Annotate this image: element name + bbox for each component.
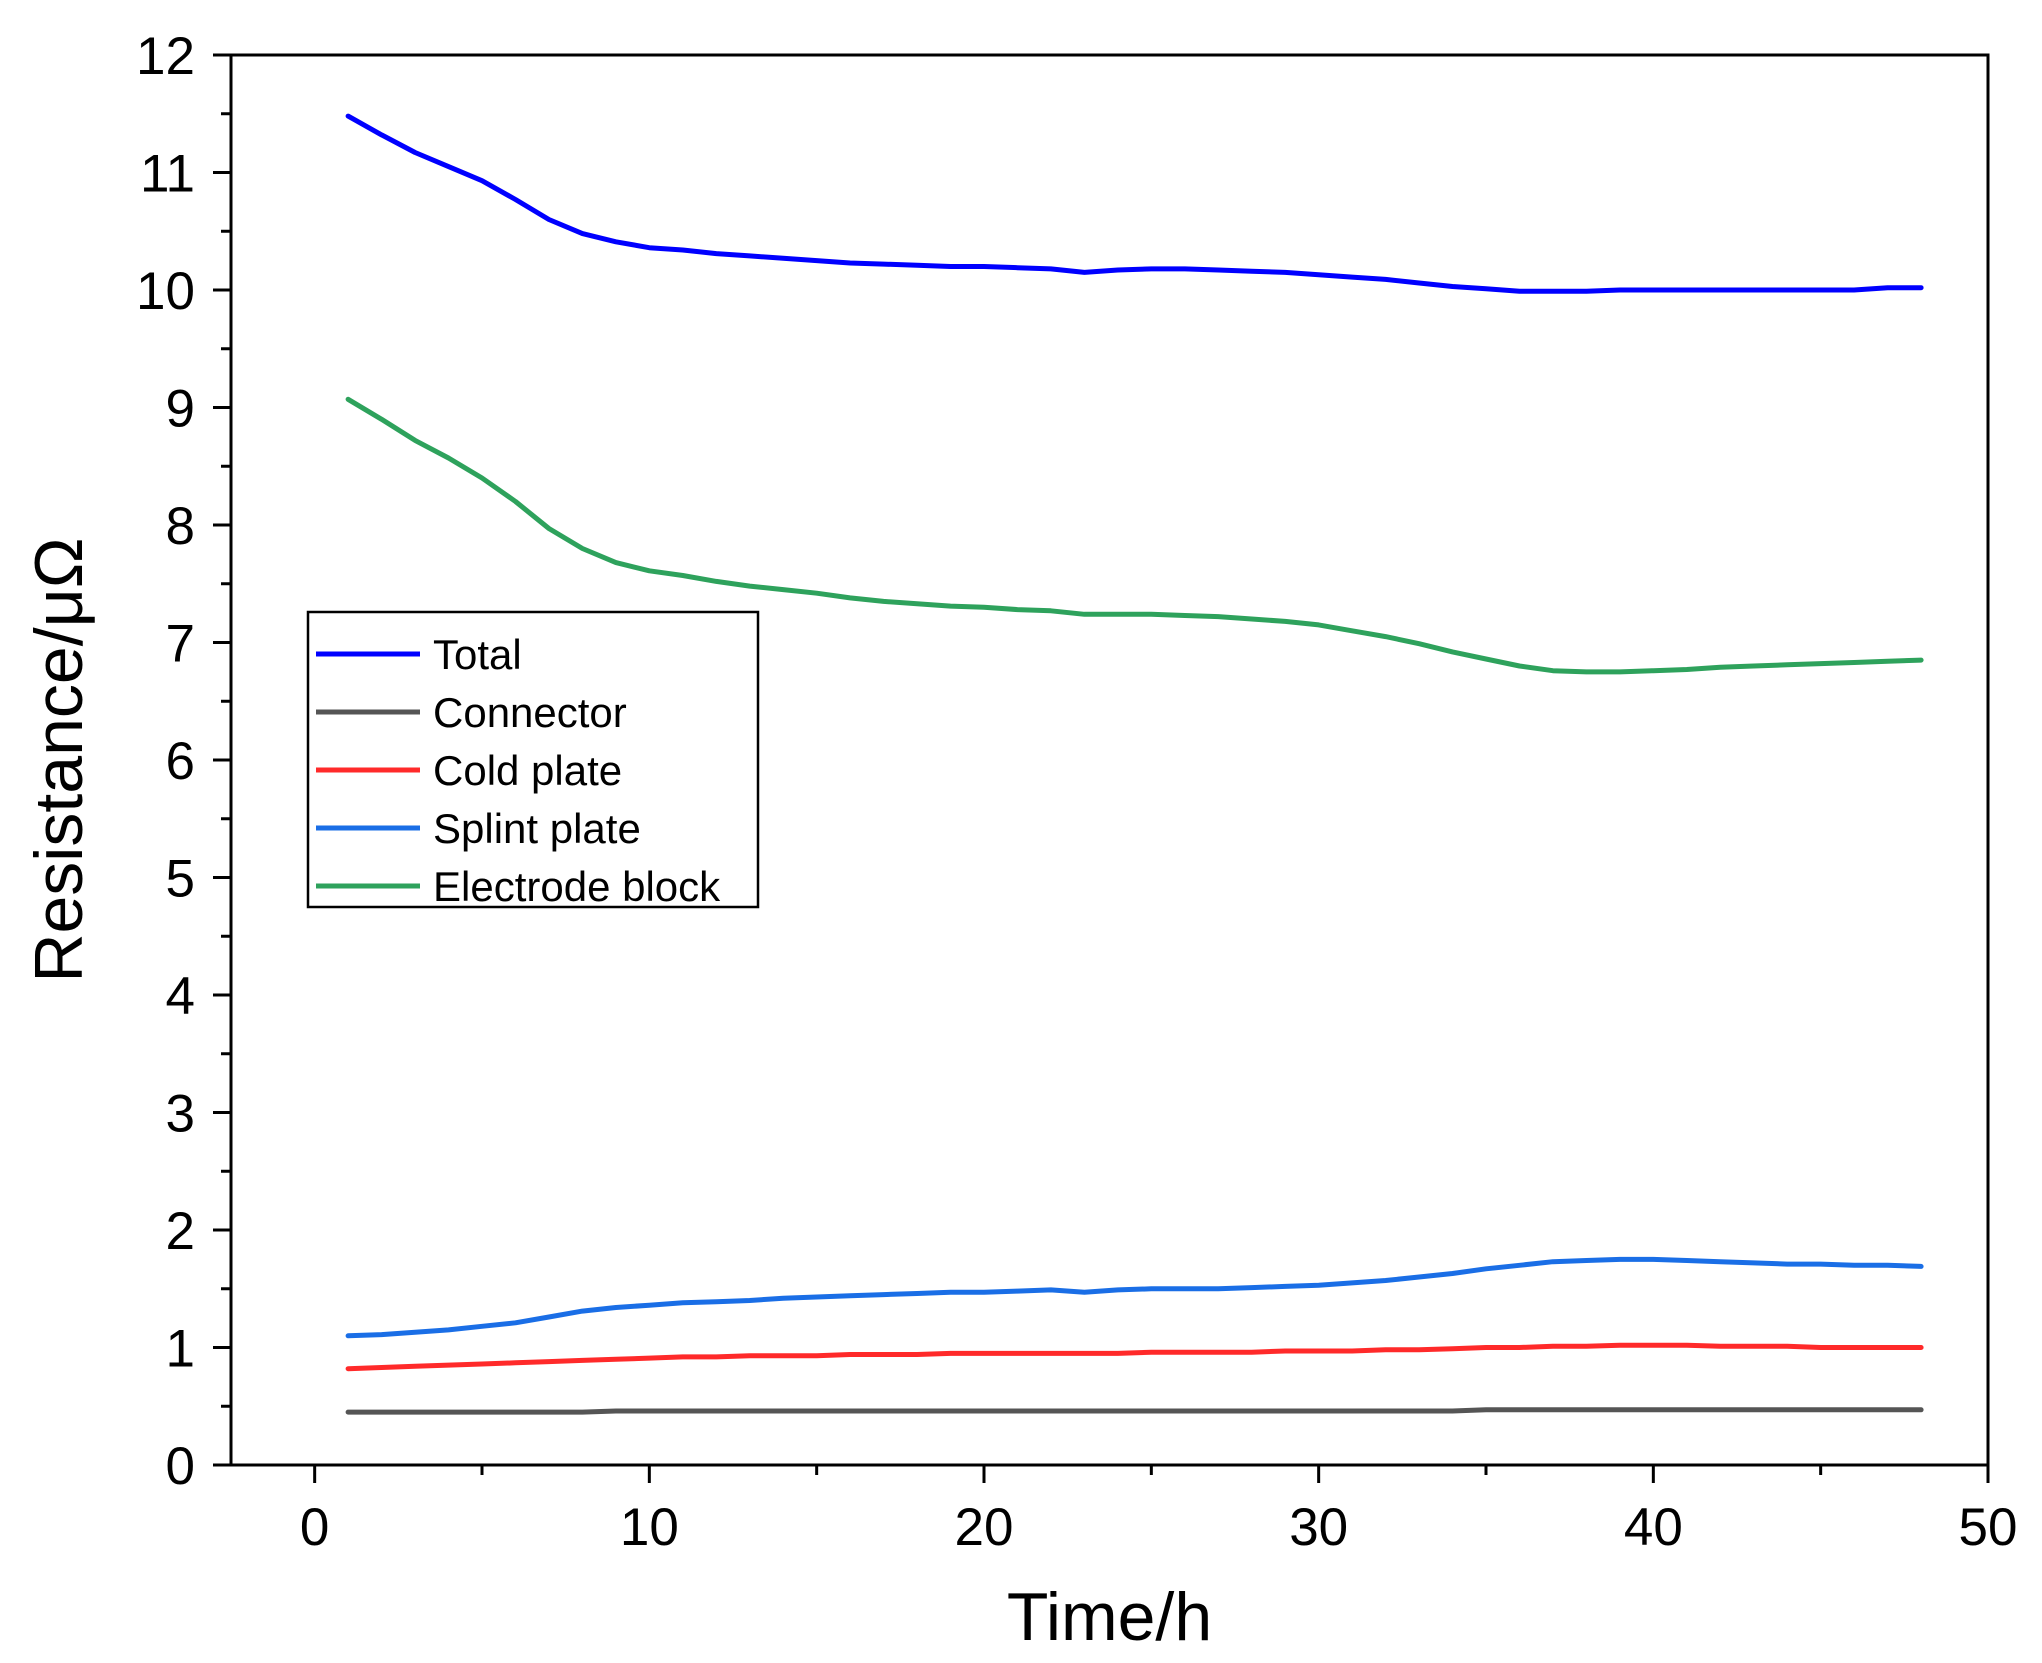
- y-tick-label-0: 0: [166, 1437, 195, 1496]
- legend: Total Connector Cold plate Splint plate Elec…: [306, 610, 760, 910]
- series-line-cold-plate: [345, 1342, 1924, 1372]
- x-tick-label-30: 30: [1289, 1498, 1348, 1557]
- series-line-electrode-block: [345, 396, 1924, 675]
- x-axis: 0 10 20 30 40 50: [300, 1465, 2018, 1557]
- x-tick-label-20: 20: [955, 1498, 1014, 1557]
- legend-label-splint-plate: Splint plate: [433, 805, 641, 852]
- y-tick-label-5: 5: [166, 850, 195, 909]
- y-tick-label-9: 9: [166, 380, 195, 439]
- y-tick-label-2: 2: [166, 1202, 195, 1261]
- plot-content: [345, 113, 1924, 1415]
- y-tick-label-1: 1: [166, 1320, 195, 1379]
- y-tick-label-3: 3: [166, 1085, 195, 1144]
- x-tick-label-40: 40: [1624, 1498, 1683, 1557]
- series-line-total: [345, 113, 1924, 294]
- x-tick-label-0: 0: [300, 1498, 329, 1557]
- y-tick-label-6: 6: [166, 732, 195, 791]
- y-tick-label-12: 12: [136, 27, 195, 86]
- y-tick-label-10: 10: [136, 262, 195, 321]
- series-line-splint-plate: [345, 1256, 1924, 1339]
- y-tick-label-7: 7: [166, 615, 195, 674]
- y-tick-label-11: 11: [140, 145, 195, 204]
- legend-label-cold-plate: Cold plate: [433, 747, 622, 794]
- y-axis-title: Resistance/μΩ: [21, 537, 97, 982]
- legend-label-electrode-block: Electrode block: [433, 863, 721, 910]
- legend-label-connector: Connector: [433, 689, 627, 736]
- legend-box: [306, 610, 760, 909]
- legend-label-total: Total: [433, 631, 522, 678]
- x-tick-label-50: 50: [1959, 1498, 2018, 1557]
- series-line-connector: [345, 1407, 1924, 1415]
- y-tick-label-8: 8: [166, 497, 195, 556]
- x-axis-title: Time/h: [1007, 1579, 1212, 1655]
- x-tick-label-10: 10: [620, 1498, 679, 1557]
- y-tick-label-4: 4: [166, 967, 195, 1026]
